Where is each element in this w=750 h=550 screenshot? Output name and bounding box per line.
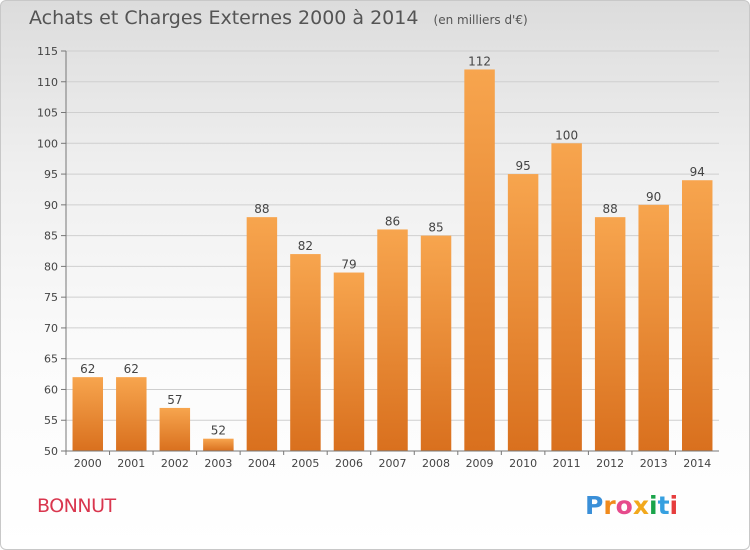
data-label: 79 <box>341 258 356 272</box>
y-tick-label: 100 <box>37 137 58 150</box>
bar-2008 <box>420 235 452 451</box>
bar-2006 <box>333 272 365 451</box>
x-tick-label: 2012 <box>596 457 624 470</box>
x-tick-label: 2008 <box>422 457 450 470</box>
proxiti-logo: Proxiti <box>585 491 678 520</box>
x-tick-label: 2013 <box>640 457 668 470</box>
logo-letter: i <box>649 491 658 520</box>
chart-title: Achats et Charges Externes 2000 à 2014 (… <box>29 7 528 29</box>
x-tick-label: 2003 <box>204 457 232 470</box>
bar-2013 <box>638 204 669 451</box>
y-tick-label: 105 <box>37 107 58 120</box>
logo-letter: i <box>669 491 679 520</box>
bar-2005 <box>290 254 321 451</box>
commune-name: BONNUT <box>37 495 116 517</box>
logo-letter: x <box>632 491 649 520</box>
data-label: 95 <box>515 159 530 173</box>
y-tick-label: 75 <box>44 291 58 304</box>
x-tick-label: 2000 <box>74 457 102 470</box>
bar-2004 <box>246 217 278 451</box>
data-label: 94 <box>690 165 705 179</box>
data-label: 85 <box>428 221 443 235</box>
logo-letter: t <box>657 491 670 520</box>
bar-2000 <box>72 377 104 451</box>
y-tick-label: 65 <box>44 353 58 366</box>
data-label: 82 <box>298 239 313 253</box>
y-tick-label: 90 <box>44 199 58 212</box>
data-label: 57 <box>167 393 182 407</box>
x-tick-label: 2004 <box>248 457 276 470</box>
logo-letter: r <box>603 491 616 520</box>
bar-2010 <box>507 174 539 452</box>
data-label: 88 <box>603 202 618 216</box>
x-tick-label: 2014 <box>683 457 711 470</box>
logo-letter: o <box>615 491 633 520</box>
data-label: 88 <box>254 202 269 216</box>
data-label: 52 <box>211 424 226 438</box>
logo-letter: P <box>585 491 604 520</box>
y-tick-label: 50 <box>44 445 58 458</box>
bar-2009 <box>464 69 495 451</box>
chart-title-text: Achats et Charges Externes 2000 à 2014 <box>29 7 419 29</box>
bar-2014 <box>681 180 713 451</box>
data-label: 86 <box>385 214 400 228</box>
x-tick-label: 2009 <box>466 457 494 470</box>
x-tick-label: 2002 <box>161 457 189 470</box>
data-label: 62 <box>80 362 95 376</box>
x-tick-label: 2006 <box>335 457 363 470</box>
bar-2012 <box>594 217 626 451</box>
chart-unit-text: (en milliers d'€) <box>433 13 528 27</box>
data-label: 90 <box>646 190 661 204</box>
x-tick-label: 2005 <box>291 457 319 470</box>
y-tick-label: 70 <box>44 322 58 335</box>
bar-2001 <box>116 377 147 451</box>
y-tick-label: 80 <box>44 260 58 273</box>
x-tick-label: 2011 <box>553 457 581 470</box>
data-label: 100 <box>555 128 578 142</box>
bar-2002 <box>159 407 191 451</box>
data-label: 112 <box>468 54 491 68</box>
bar-2011 <box>551 143 582 452</box>
y-tick-label: 60 <box>44 383 58 396</box>
y-tick-label: 85 <box>44 230 58 243</box>
x-tick-label: 2010 <box>509 457 537 470</box>
data-label: 62 <box>124 362 139 376</box>
y-tick-label: 95 <box>44 168 58 181</box>
y-tick-label: 115 <box>37 45 58 58</box>
bar-2003 <box>203 438 234 451</box>
x-tick-label: 2001 <box>117 457 145 470</box>
x-tick-label: 2007 <box>379 457 407 470</box>
y-tick-label: 110 <box>37 76 58 89</box>
y-tick-label: 55 <box>44 414 58 427</box>
bar-2007 <box>377 229 408 451</box>
